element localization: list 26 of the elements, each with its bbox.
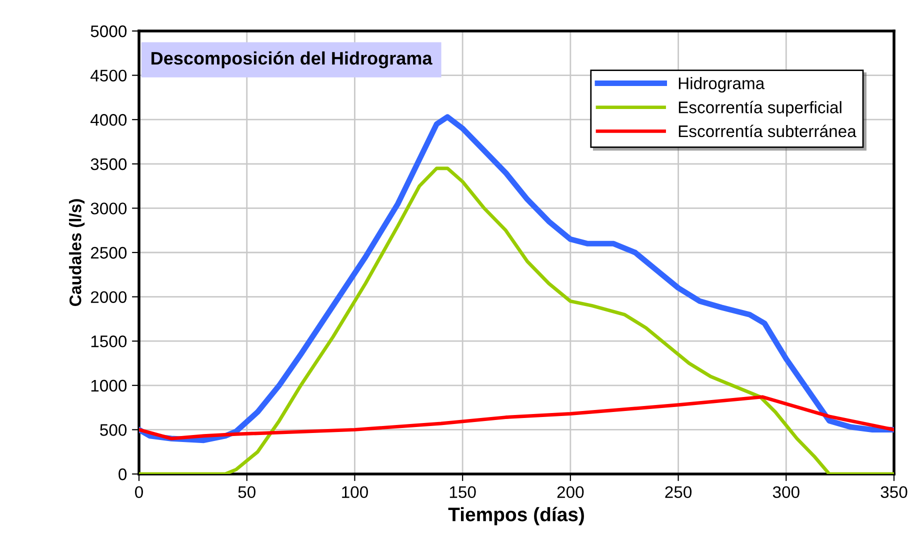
y-axis-title: Caudales (l/s) (69, 199, 85, 306)
y-tick-label: 2000 (90, 291, 127, 304)
x-tick-label: 0 (135, 486, 143, 498)
x-tick-label: 150 (450, 486, 476, 498)
legend-label: Hidrograma (678, 77, 765, 93)
y-tick-label: 3000 (90, 202, 127, 214)
y-tick-label: 4500 (90, 70, 127, 82)
text: Descomposición del Hidrograma (152, 51, 432, 68)
y-tick-label: 1500 (91, 336, 127, 348)
x-tick-label: 200 (557, 486, 584, 498)
legend-label: Escorrentía superficial (678, 100, 842, 117)
y-tick-label: 2500 (90, 246, 127, 259)
x-tick-label: 250 (665, 486, 692, 498)
legend-label: Escorrentía subterránea (678, 124, 856, 138)
x-tick-label: 50 (238, 486, 256, 498)
x-tick-label: 100 (342, 486, 368, 498)
y-tick-label: 1000 (91, 380, 127, 392)
y-tick-label: 4000 (90, 114, 127, 126)
y-tick-label: 500 (100, 424, 127, 436)
y-tick-label: 3500 (90, 158, 127, 170)
line-series (139, 395, 894, 440)
y-tick-label: 0 (118, 468, 127, 480)
y-tick-label: 5000 (90, 25, 127, 38)
x-axis-title: Tiempos (días) (448, 506, 584, 526)
x-tick-label: 300 (772, 486, 800, 498)
x-tick-label: 350 (880, 486, 908, 498)
